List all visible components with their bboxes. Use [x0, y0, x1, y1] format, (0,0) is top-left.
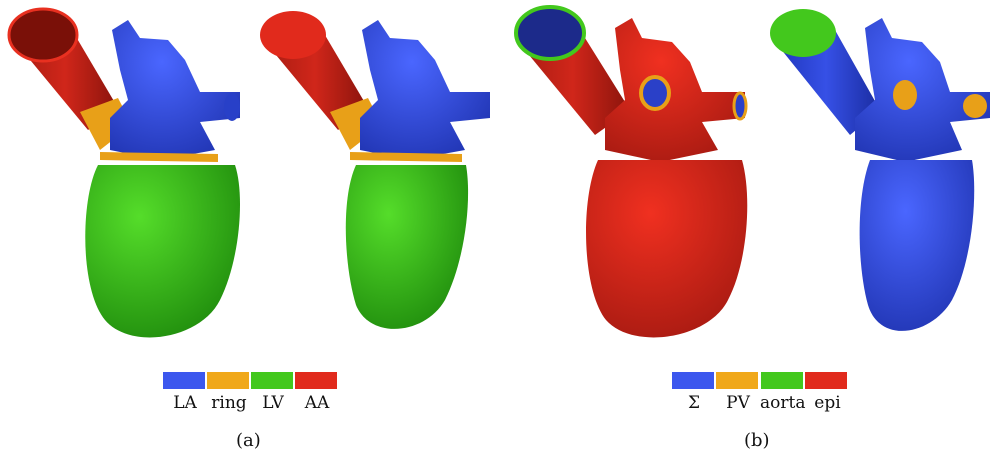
heart-a-smooth: [7, 7, 240, 338]
swatch-sigma: [672, 372, 714, 389]
pv-ring: [639, 75, 671, 111]
swatch-epi: [805, 372, 848, 389]
pv-cap: [893, 80, 917, 110]
legend-label: Σ: [687, 393, 701, 413]
legend-item-sigma: Σ: [672, 372, 716, 413]
legend-label: ring: [211, 393, 247, 413]
swatch-la: [163, 372, 205, 389]
legend-label: AA: [304, 393, 330, 413]
pulmonary-vein-opening: [224, 93, 240, 121]
legend-item-aa: AA: [295, 372, 339, 413]
left-ventricle-LV: [85, 165, 240, 338]
legend-item-aorta: aorta: [760, 372, 805, 413]
caption-b: (b): [744, 430, 770, 451]
pv-cap-right: [963, 94, 987, 118]
ventricle-sigma: [859, 160, 975, 331]
legend-item-lv: LV: [251, 372, 295, 413]
legend-label: LA: [173, 393, 197, 413]
legend-a: LA ring LV AA: [163, 372, 339, 413]
heart-a-textured: [260, 11, 490, 329]
legend-item-ring: ring: [207, 372, 251, 413]
swatch-aa: [295, 372, 337, 389]
swatch-ring: [207, 372, 249, 389]
legend-item-pv: PV: [716, 372, 760, 413]
aorta-opening: [7, 7, 79, 63]
caption-a: (a): [236, 430, 261, 451]
left-atrium-LA: [110, 20, 240, 160]
swatch-lv: [251, 372, 293, 389]
swatch-aorta: [760, 372, 803, 389]
left-atrium-LA: [360, 20, 490, 160]
aorta-cap: [260, 11, 326, 59]
legend-item-epi: epi: [805, 372, 849, 413]
atrium-epi: [605, 18, 745, 162]
atrium-sigma: [855, 18, 990, 162]
legend-label: aorta: [760, 393, 806, 413]
aorta-opening: [514, 5, 586, 61]
heart-b-epi: [514, 5, 748, 338]
legend-b: Σ PV aorta epi: [672, 372, 849, 413]
aorta-cap: [770, 9, 836, 57]
mitral-ring: [100, 152, 218, 162]
mitral-ring: [350, 152, 462, 162]
heart-b-sigma: [770, 9, 990, 331]
swatch-pv: [716, 372, 758, 389]
legend-label: LV: [262, 393, 284, 413]
left-ventricle-LV: [345, 165, 469, 329]
legend-label: PV: [726, 393, 750, 413]
ventricle-epi: [586, 160, 748, 338]
legend-item-la: LA: [163, 372, 207, 413]
legend-label: epi: [814, 393, 841, 413]
pv-ring-right: [732, 91, 748, 121]
